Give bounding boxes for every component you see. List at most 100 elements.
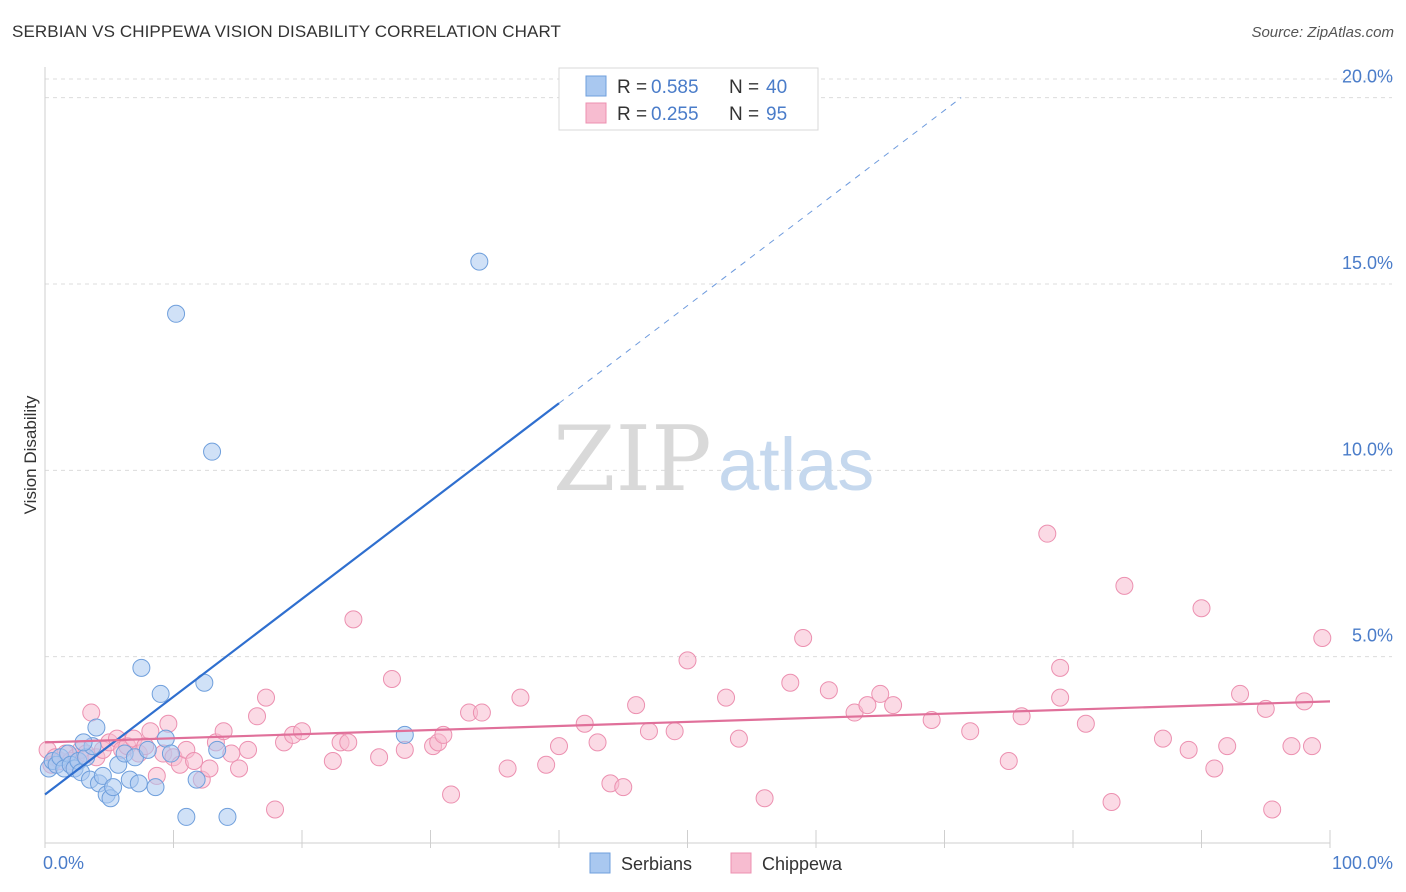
chippewa-point [755, 789, 774, 808]
serbians-point [138, 740, 157, 759]
serbians-point [146, 778, 165, 797]
serbians-point [177, 807, 196, 826]
chippewa-point [717, 688, 736, 707]
chippewa-point [293, 722, 311, 741]
chippewa-point [442, 785, 461, 804]
chippewa-point [1051, 688, 1070, 707]
serbians-trend-line [44, 402, 560, 796]
serbians-point [203, 442, 222, 461]
chippewa-point [627, 696, 646, 715]
watermark-zip: ZIP [553, 407, 712, 512]
chippewa-point [257, 688, 276, 707]
chippewa-point [1282, 737, 1301, 756]
serbians-point [161, 744, 180, 763]
y-axis-label: Vision Disability [21, 395, 40, 514]
legend-n-label-serbians: N = [729, 77, 759, 98]
bottom-legend-label-chippewa: Chippewa [762, 854, 843, 874]
bottom-legend-label-serbians: Serbians [621, 854, 692, 874]
chippewa-point [1192, 599, 1211, 618]
serbians-point [151, 684, 170, 703]
y-tick-labels: 5.0% 10.0% 15.0% 20.0% [1342, 67, 1393, 646]
chippewa-point [639, 722, 658, 741]
chippewa-point [370, 748, 389, 767]
chippewa-point [239, 740, 258, 759]
legend-r-label-chippewa: R = [617, 104, 647, 125]
legend-r-value-chippewa: 0.255 [651, 104, 699, 125]
x-tick-label-max: 100.0% [1332, 853, 1393, 873]
watermark: ZIP atlas [553, 407, 874, 512]
chippewa-point [141, 722, 160, 741]
chippewa-point [819, 681, 838, 700]
serbians-point [470, 252, 489, 271]
y-tick-label: 15.0% [1342, 253, 1393, 273]
serbians-point [93, 766, 112, 785]
serbians-points [39, 252, 489, 826]
chippewa-point [185, 752, 204, 771]
chippewa-point [1313, 629, 1332, 648]
chippewa-point [781, 673, 800, 692]
serbians-point [87, 718, 106, 737]
trend-lines [44, 97, 1331, 796]
y-tick-label: 5.0% [1352, 626, 1393, 646]
chippewa-point [200, 759, 219, 778]
serbians-point [187, 770, 206, 789]
legend-n-value-serbians: 40 [766, 77, 787, 98]
chippewa-point [511, 688, 530, 707]
grid-lines [45, 78, 1392, 658]
chippewa-point [498, 759, 517, 778]
chippewa-point [1076, 714, 1095, 733]
chippewa-point [472, 703, 491, 722]
chippewa-point [382, 670, 401, 689]
series-legend: Serbians Chippewa [589, 852, 843, 874]
correlation-legend: R = 0.585 N = 40 R = 0.255 N = 95 [558, 67, 819, 131]
legend-n-label-chippewa: N = [729, 104, 759, 125]
y-tick-label: 20.0% [1342, 67, 1393, 87]
chippewa-point [665, 722, 684, 741]
chippewa-points [38, 524, 1332, 819]
chart-title: SERBIAN VS CHIPPEWA VISION DISABILITY CO… [12, 22, 561, 41]
chippewa-point [323, 752, 342, 771]
chippewa-point [1115, 576, 1134, 595]
serbians-point [395, 725, 414, 744]
chippewa-point [537, 755, 556, 774]
y-tick-label: 10.0% [1342, 439, 1393, 459]
chippewa-point [794, 629, 813, 648]
serbians-point [104, 778, 123, 797]
legend-swatch-serbians [585, 75, 607, 97]
chippewa-point [159, 714, 178, 733]
serbians-point [208, 740, 227, 759]
serbians-point [132, 658, 151, 677]
chippewa-point [266, 800, 285, 819]
chippewa-trend-line [44, 700, 1331, 744]
chippewa-point [248, 707, 267, 726]
chippewa-point [575, 714, 594, 733]
chippewa-point [884, 696, 903, 715]
chippewa-point [1263, 800, 1282, 819]
chippewa-point [1153, 729, 1172, 748]
chippewa-point [614, 778, 633, 797]
chippewa-point [1303, 737, 1322, 756]
serbians-point [167, 304, 186, 323]
source-credit: Source: ZipAtlas.com [1251, 24, 1394, 41]
watermark-atlas: atlas [718, 423, 874, 506]
chippewa-point [1231, 684, 1250, 703]
chippewa-point [999, 752, 1018, 771]
x-tick-labels: 0.0% 100.0% [43, 853, 1393, 873]
chippewa-point [871, 684, 890, 703]
chippewa-point [922, 711, 941, 730]
chippewa-point [1205, 759, 1224, 778]
chippewa-point [588, 733, 607, 752]
serbians-trend-extension [558, 97, 962, 404]
chippewa-point [729, 729, 748, 748]
chippewa-point [678, 651, 697, 670]
serbians-point [218, 807, 237, 826]
legend-n-value-chippewa: 95 [766, 104, 787, 125]
chippewa-point [230, 759, 249, 778]
chippewa-point [858, 696, 877, 715]
chippewa-point [344, 610, 363, 629]
chippewa-point [961, 722, 980, 741]
chippewa-point [1038, 524, 1057, 543]
axes [44, 67, 1331, 848]
chippewa-point [1102, 793, 1121, 812]
